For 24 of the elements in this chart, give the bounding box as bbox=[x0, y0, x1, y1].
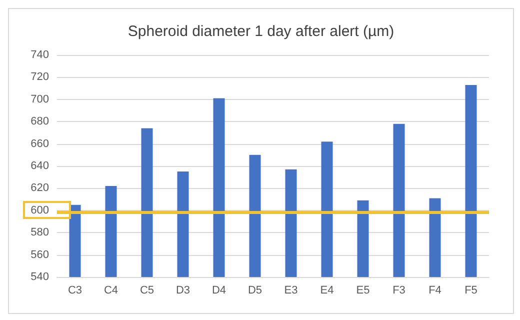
chart-title: Spheroid diameter 1 day after alert (µm) bbox=[128, 23, 394, 40]
x-tick-label: C4 bbox=[104, 284, 118, 296]
y-tick-label: 540 bbox=[30, 271, 49, 283]
x-tick-label: C3 bbox=[68, 284, 82, 296]
y-tick-label: 700 bbox=[30, 93, 49, 106]
x-tick-label: F3 bbox=[392, 284, 406, 296]
y-tick-label: 660 bbox=[30, 138, 49, 150]
y-tick-label: 640 bbox=[30, 160, 49, 172]
x-tick-label: D3 bbox=[176, 284, 190, 296]
y-tick-label: 720 bbox=[30, 71, 49, 84]
y-tick-label: 620 bbox=[30, 182, 49, 194]
x-tick-label: D4 bbox=[212, 284, 226, 296]
x-tick-label: E5 bbox=[356, 284, 370, 296]
x-tick-label: D5 bbox=[248, 284, 262, 296]
y-tick-label: 580 bbox=[30, 226, 49, 239]
y-tick-label: 600 bbox=[30, 204, 49, 216]
x-tick-label: E4 bbox=[320, 284, 334, 296]
x-tick-label: C5 bbox=[140, 284, 154, 296]
x-tick-label: F4 bbox=[428, 284, 442, 296]
y-tick-label: 680 bbox=[30, 116, 49, 128]
y-tick-label: 560 bbox=[30, 248, 49, 261]
x-tick-label: E3 bbox=[284, 284, 298, 296]
x-tick-label: F5 bbox=[464, 284, 478, 296]
y-tick-label: 740 bbox=[30, 49, 49, 61]
